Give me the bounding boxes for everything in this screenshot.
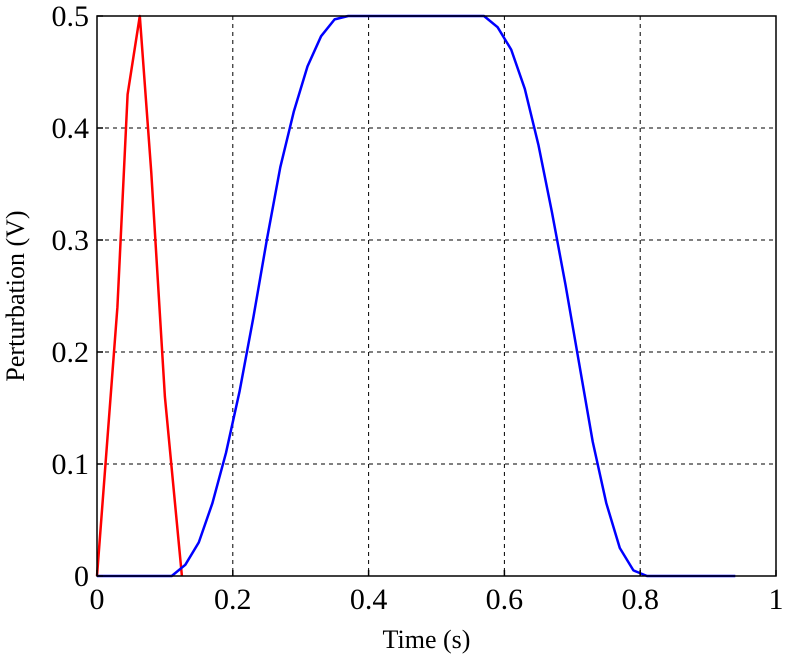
y-axis-label: Perturbation (V) — [1, 210, 30, 381]
y-tick-label: 0.1 — [52, 448, 90, 481]
x-tick-label: 0 — [90, 583, 105, 616]
series-0-line — [95, 14, 184, 577]
y-tick-label: 0.2 — [52, 336, 90, 369]
x-tick-label: 0.6 — [486, 583, 524, 616]
y-tick-label: 0.3 — [52, 224, 90, 257]
x-tick-label: 0.4 — [350, 583, 388, 616]
x-axis-label: Time (s) — [383, 625, 471, 654]
series-layer — [95, 14, 736, 578]
x-tick-label: 0.2 — [214, 583, 252, 616]
y-tick-label: 0.5 — [52, 0, 90, 33]
y-tick-label: 0 — [74, 560, 89, 593]
series-1-line — [97, 14, 736, 578]
grid — [97, 16, 776, 576]
y-tick-label: 0.4 — [52, 112, 90, 145]
ticks: 0 0.2 0.4 0.6 0.8 1 0 0.1 0.2 0.3 0.4 0.5 — [52, 0, 784, 616]
plot-frame — [96, 15, 777, 577]
x-tick-label: 0.8 — [621, 583, 659, 616]
x-tick-label: 1 — [769, 583, 784, 616]
